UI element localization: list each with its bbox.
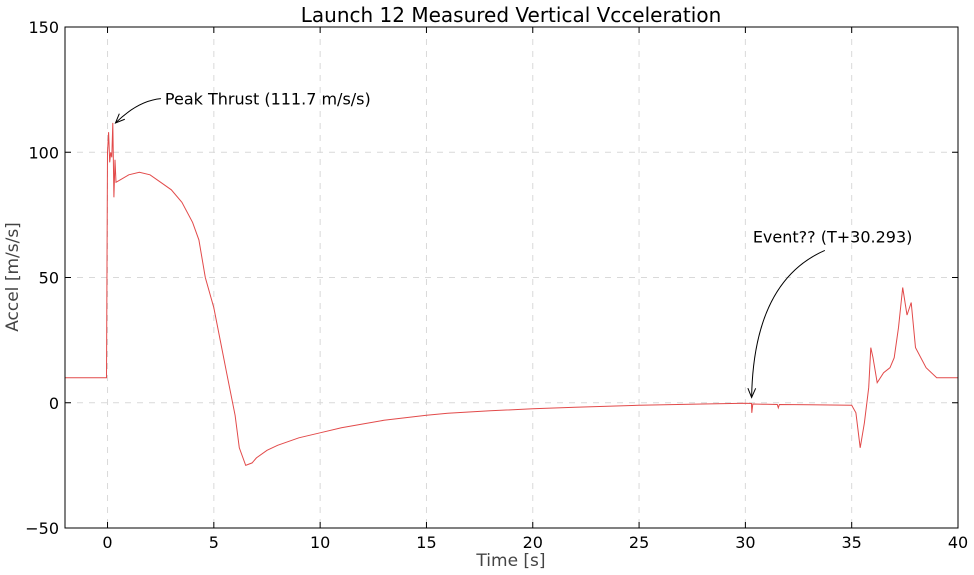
x-tick-label: 30 (735, 533, 755, 552)
x-tick-label: 15 (416, 533, 436, 552)
x-tick-label: 10 (310, 533, 330, 552)
annotation-arrow (115, 98, 161, 124)
x-tick-label: 40 (948, 533, 968, 552)
annotation-text: Peak Thrust (111.7 m/s/s) (165, 90, 371, 109)
x-tick-label: 25 (629, 533, 649, 552)
annotation-arrow (751, 249, 826, 398)
annotations: Peak Thrust (111.7 m/s/s) Event?? (T+30.2… (114, 90, 913, 399)
y-tick-label: 100 (28, 143, 59, 162)
x-axis-title: Time [s] (475, 551, 545, 571)
annotation-arrowhead (114, 113, 125, 124)
x-tick-label: 0 (102, 533, 112, 552)
annotation-arrowhead (747, 388, 757, 399)
y-tick-label: −50 (25, 519, 59, 538)
x-tick-label: 20 (523, 533, 543, 552)
series-line-acceleration (65, 122, 958, 467)
x-tick-label: 5 (209, 533, 219, 552)
y-tick-label: 0 (49, 394, 59, 413)
y-axis-title: Accel [m/s/s] (3, 222, 23, 332)
y-tick-label: 50 (39, 269, 59, 288)
axis-ticks: 0 5 10 15 20 25 30 35 40 −50 0 50 100 150 (25, 18, 968, 552)
annotation-text: Event?? (T+30.293) (753, 227, 913, 246)
x-tick-label: 35 (842, 533, 862, 552)
chart-title: Launch 12 Measured Vertical Vcceleration (301, 3, 722, 27)
y-tick-label: 150 (28, 18, 59, 37)
